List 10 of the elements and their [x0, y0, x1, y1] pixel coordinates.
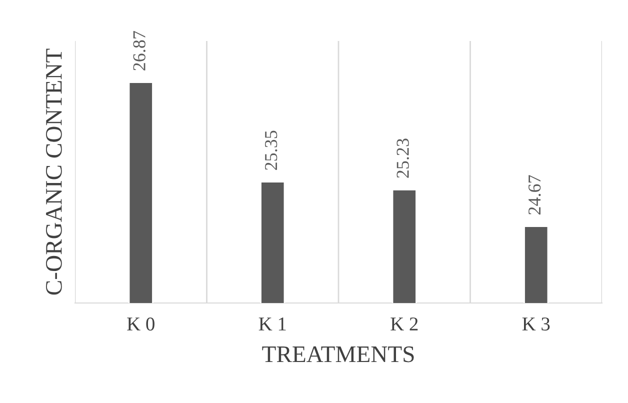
data-label: 25.23: [396, 138, 409, 178]
data-label: 25.35: [265, 130, 278, 170]
x-axis-title: TREATMENTS: [262, 346, 414, 362]
data-label: 26.87: [133, 31, 146, 70]
x-tick-label: K 0: [127, 317, 154, 331]
y-axis-title: C-ORGANIC CONTENT: [46, 48, 62, 295]
data-label: 24.67: [528, 175, 541, 214]
x-tick-label: K 1: [258, 318, 286, 330]
x-tick-label: K 3: [522, 318, 550, 331]
x-tick-label: K 2: [390, 318, 418, 330]
